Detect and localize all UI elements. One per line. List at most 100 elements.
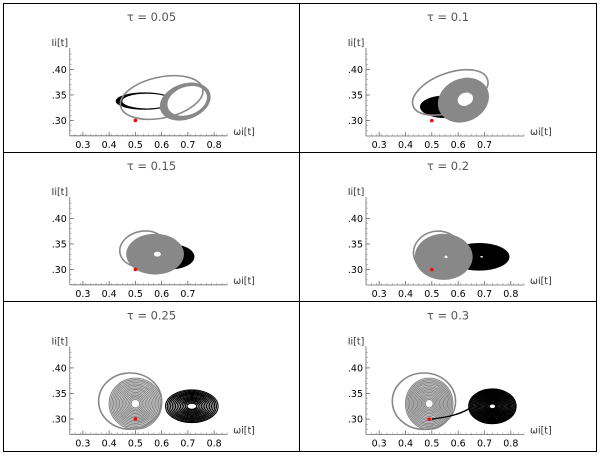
x-tick-label: 0.5 xyxy=(424,289,439,300)
x-axis-label: ωi[t] xyxy=(233,425,255,436)
x-tick-label: 0.6 xyxy=(451,289,466,300)
x-tick-label: 0.6 xyxy=(451,140,466,151)
x-tick-label: 0.4 xyxy=(102,438,117,449)
initial-point xyxy=(133,267,138,272)
trajectory-loop xyxy=(119,74,204,121)
attractor-ring xyxy=(437,77,489,123)
panel-2: τ = 0.1 0.3 0.4 0.5 0.6 0.7 .30 .35 .40 Ii[t] ωi[t… xyxy=(300,4,596,153)
x-axis-label: ωi[t] xyxy=(530,276,552,287)
y-axis-label: Ii[t] xyxy=(348,38,365,49)
chart-4: τ = 0.2 0.3 0.4 0.5 0.6 0.7 0.8 .30 .35 .40 Ii[t] ω… xyxy=(348,159,552,300)
x-tick-label: 0.3 xyxy=(75,289,90,300)
x-tick-label: 0.7 xyxy=(477,289,492,300)
initial-point xyxy=(133,417,138,421)
chart-1: τ = 0.05 0.3 0.4 0.5 0.6 0.7 0.8 .30 .35 .40 Ii[t]… xyxy=(52,10,255,151)
chart-6: τ = 0.3 0.3 0.4 0.5 0.6 0.7 0.8 .30 .35 .40 Ii[t] ω… xyxy=(348,309,552,450)
y-tick-label: .40 xyxy=(348,214,363,225)
y-tick-label: .30 xyxy=(52,414,67,425)
initial-point xyxy=(427,417,431,421)
x-tick-label: 0.3 xyxy=(372,140,387,151)
y-tick-label: .40 xyxy=(348,363,363,374)
x-tick-label: 0.8 xyxy=(207,140,222,151)
y-tick-label: .30 xyxy=(52,265,67,276)
x-tick-label: 0.3 xyxy=(372,439,387,450)
x-tick-label: 0.5 xyxy=(128,438,143,449)
attractor-ring xyxy=(159,82,211,121)
chart-title: τ = 0.05 xyxy=(127,10,176,24)
attractor-spiral xyxy=(404,377,454,430)
x-axis-label: ωi[t] xyxy=(233,127,255,138)
chart-5: τ = 0.25 0.3 0.4 0.5 0.6 0.7 0.8 .30 .35 .40 Ii[t]… xyxy=(52,309,255,450)
y-axis-label: Ii[t] xyxy=(52,187,69,198)
x-tick-label: 0.7 xyxy=(477,439,492,450)
x-tick-label: 0.5 xyxy=(128,140,143,151)
chart-title: τ = 0.1 xyxy=(427,10,469,24)
x-axis-label: ωi[t] xyxy=(233,276,255,287)
trajectory-loop xyxy=(118,230,168,268)
chart-title: τ = 0.3 xyxy=(427,309,469,323)
attractor-ring xyxy=(115,92,174,110)
y-tick-label: .40 xyxy=(348,65,363,76)
x-tick-label: 0.7 xyxy=(180,140,195,151)
x-tick-label: 0.3 xyxy=(372,289,387,300)
trajectory-loop xyxy=(411,68,489,116)
x-tick-label: 0.8 xyxy=(207,438,222,449)
panel-5: τ = 0.25 0.3 0.4 0.5 0.6 0.7 0.8 .30 .35 .40 Ii[t]… xyxy=(4,302,300,451)
attractor-spiral xyxy=(165,389,219,424)
initial-point xyxy=(430,118,434,123)
y-tick-label: .40 xyxy=(52,214,67,225)
y-tick-label: .30 xyxy=(348,265,363,276)
chart-title: τ = 0.25 xyxy=(127,309,176,323)
x-tick-label: 0.6 xyxy=(154,438,169,449)
x-tick-label: 0.5 xyxy=(424,140,439,151)
initial-point xyxy=(430,267,434,272)
y-tick-label: .35 xyxy=(52,239,67,250)
chart-grid: τ = 0.05 0.3 0.4 0.5 0.6 0.7 0.8 .30 .35 .40 Ii[t]… xyxy=(3,3,597,452)
y-axis-label: Ii[t] xyxy=(52,38,69,49)
panel-1: τ = 0.05 0.3 0.4 0.5 0.6 0.7 0.8 .30 .35 .40 Ii[t]… xyxy=(4,4,300,153)
x-tick-label: 0.4 xyxy=(398,289,413,300)
y-tick-label: .35 xyxy=(52,389,67,400)
y-tick-label: .35 xyxy=(348,240,363,251)
x-tick-label: 0.5 xyxy=(128,289,143,300)
x-tick-label: 0.6 xyxy=(451,439,466,450)
x-axis-label: ωi[t] xyxy=(530,426,552,437)
y-tick-label: .30 xyxy=(348,415,363,426)
chart-2: τ = 0.1 0.3 0.4 0.5 0.6 0.7 .30 .35 .40 Ii[t] ωi[t… xyxy=(348,10,552,151)
chart-title: τ = 0.15 xyxy=(127,159,176,173)
y-tick-label: .35 xyxy=(348,91,363,102)
panel-4: τ = 0.2 0.3 0.4 0.5 0.6 0.7 0.8 .30 .35 .40 Ii[t] ω… xyxy=(300,153,596,302)
y-axis-label: Ii[t] xyxy=(52,337,69,348)
x-tick-label: 0.6 xyxy=(154,140,169,151)
x-tick-label: 0.5 xyxy=(424,439,439,450)
attractor-ring xyxy=(414,233,473,280)
x-tick-label: 0.3 xyxy=(75,438,90,449)
x-axis-label: ωi[t] xyxy=(530,127,552,138)
x-tick-label: 0.8 xyxy=(503,439,518,450)
trajectory-loop xyxy=(97,372,163,430)
attractor-spiral xyxy=(108,377,163,430)
trajectory-link xyxy=(431,408,470,420)
panel-6: τ = 0.3 0.3 0.4 0.5 0.6 0.7 0.8 .30 .35 .40 Ii[t] ω… xyxy=(300,302,596,451)
x-tick-label: 0.6 xyxy=(154,289,169,300)
y-tick-label: .30 xyxy=(348,116,363,127)
x-tick-label: 0.7 xyxy=(180,289,195,300)
chart-3: τ = 0.15 0.3 0.4 0.5 0.6 0.7 .30 .35 .40 Ii[t] ωi[… xyxy=(52,159,255,300)
x-tick-label: 0.4 xyxy=(398,140,413,151)
y-axis-label: Ii[t] xyxy=(348,187,365,198)
y-axis-label: Ii[t] xyxy=(348,337,365,348)
y-tick-label: .30 xyxy=(52,116,67,127)
x-tick-label: 0.8 xyxy=(503,289,518,300)
x-tick-label: 0.7 xyxy=(180,438,195,449)
x-tick-label: 0.3 xyxy=(75,140,90,151)
chart-title: τ = 0.2 xyxy=(427,159,469,173)
y-tick-label: .35 xyxy=(52,90,67,101)
x-tick-label: 0.4 xyxy=(102,289,117,300)
initial-point xyxy=(133,118,138,123)
y-tick-label: .40 xyxy=(52,363,67,374)
x-tick-label: 0.4 xyxy=(102,140,117,151)
trajectory-loop xyxy=(391,372,457,431)
attractor-ring xyxy=(126,233,184,275)
y-tick-label: .40 xyxy=(52,65,67,76)
trajectory-loop xyxy=(412,230,462,274)
